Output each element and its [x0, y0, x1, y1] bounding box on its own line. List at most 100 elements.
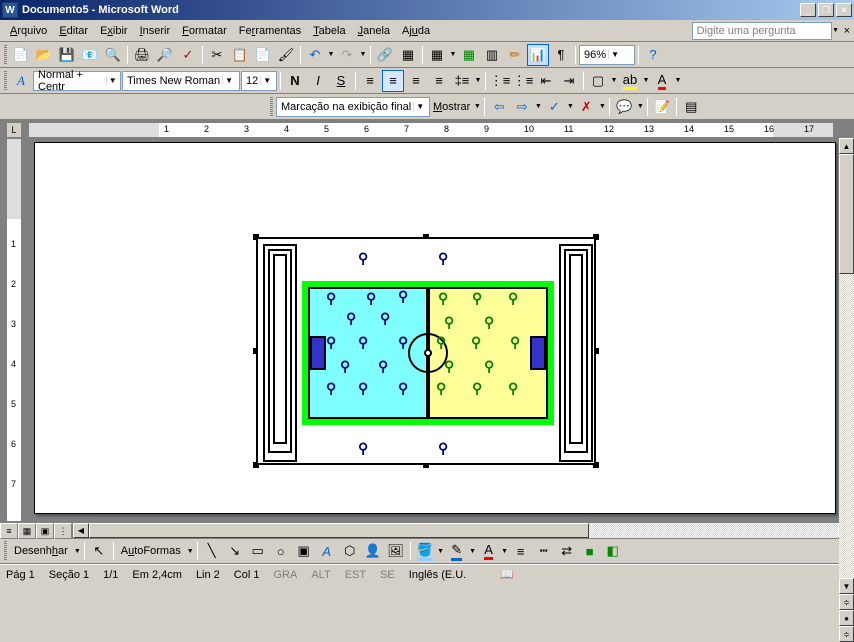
page[interactable]: ⚲⚲⚲⚲⚲⚲⚲⚲⚲⚲⚲⚲⚲⚲⚲⚲⚲⚲⚲⚲⚲⚲⚲⚲⚲⚲⚲⚲⚲⚲	[34, 142, 836, 514]
arrow-style-button[interactable]: ⇄	[556, 540, 578, 562]
line-color-dropdown[interactable]: ▼	[469, 540, 477, 562]
hscroll-thumb[interactable]	[89, 523, 589, 538]
italic-button[interactable]: I	[307, 70, 329, 92]
line-button[interactable]: ╲	[201, 540, 223, 562]
textbox-button[interactable]: ▣	[293, 540, 315, 562]
align-center-button[interactable]: ≡	[382, 70, 404, 92]
font-combo[interactable]: Times New Roman▼	[122, 71, 240, 91]
rectangle-button[interactable]: ▭	[247, 540, 269, 562]
help-search-input[interactable]: Digite uma pergunta	[692, 22, 832, 40]
style-combo[interactable]: Normal + Centr▼	[33, 71, 121, 91]
line-color-button[interactable]: ✎	[446, 540, 468, 562]
next-page-button[interactable]: ≑	[839, 626, 854, 642]
paste-button[interactable]: 📄	[252, 44, 274, 66]
menu-tabela[interactable]: Tabela	[307, 23, 351, 39]
line-spacing-button[interactable]: ‡≡	[451, 70, 473, 92]
display-review-combo[interactable]: Marcação na exibição final▼	[276, 97, 430, 117]
browse-object-button[interactable]: ●	[839, 610, 854, 626]
size-combo[interactable]: 12▼	[241, 71, 277, 91]
wordart-button[interactable]: A	[316, 540, 338, 562]
align-right-button[interactable]: ≡	[405, 70, 427, 92]
web-view-button[interactable]: ▦	[18, 523, 36, 539]
arrow-button[interactable]: ↘	[224, 540, 246, 562]
scroll-track[interactable]	[839, 274, 854, 578]
undo-button[interactable]: ↶	[304, 44, 326, 66]
accept-dropdown[interactable]: ▼	[566, 96, 574, 118]
borders-dropdown[interactable]: ▼	[610, 70, 618, 92]
search-button[interactable]: 🔍	[102, 44, 124, 66]
line-spacing-dropdown[interactable]: ▼	[474, 70, 482, 92]
mostrar-label[interactable]: Mostrar	[431, 101, 472, 113]
insert-table-button[interactable]: ▦	[426, 44, 448, 66]
bold-button[interactable]: N	[284, 70, 306, 92]
maximize-button[interactable]: ❐	[818, 3, 834, 17]
menu-formatar[interactable]: Formatar	[176, 23, 233, 39]
save-button[interactable]: 💾	[56, 44, 78, 66]
highlight-button[interactable]: ab	[619, 70, 641, 92]
drawing-button[interactable]: ✏	[504, 44, 526, 66]
increase-indent-button[interactable]: ⇥	[558, 70, 580, 92]
oval-button[interactable]: ○	[270, 540, 292, 562]
align-left-button[interactable]: ≡	[359, 70, 381, 92]
prev-page-button[interactable]: ≑	[839, 594, 854, 610]
format-painter-button[interactable]: 🖌	[275, 44, 297, 66]
toolbar-grip[interactable]	[270, 97, 273, 117]
font-color-button-draw[interactable]: A	[478, 540, 500, 562]
numbering-button[interactable]: ⋮≡	[489, 70, 511, 92]
decrease-indent-button[interactable]: ⇤	[535, 70, 557, 92]
font-color-dropdown-draw[interactable]: ▼	[501, 540, 509, 562]
toolbar-grip[interactable]	[4, 71, 7, 91]
highlight-dropdown[interactable]: ▼	[642, 70, 650, 92]
drawing-canvas[interactable]: ⚲⚲⚲⚲⚲⚲⚲⚲⚲⚲⚲⚲⚲⚲⚲⚲⚲⚲⚲⚲⚲⚲⚲⚲⚲⚲⚲⚲⚲⚲	[256, 237, 596, 465]
scroll-down-button[interactable]: ▼	[839, 578, 854, 594]
comment-dropdown[interactable]: ▼	[636, 96, 644, 118]
styles-button[interactable]: A	[10, 70, 32, 92]
new-doc-button[interactable]: 📄	[10, 44, 32, 66]
close-button[interactable]: ✕	[836, 3, 852, 17]
font-color-button[interactable]: A	[651, 70, 673, 92]
vertical-scrollbar[interactable]: ▲ ▼ ≑ ● ≑	[838, 138, 854, 522]
tables-borders-button[interactable]: ▦	[397, 44, 419, 66]
help-dropdown[interactable]: ▼	[832, 20, 840, 42]
vertical-ruler[interactable]: 1234567	[4, 138, 26, 522]
clipart-button[interactable]: 👤	[362, 540, 384, 562]
menu-exibir[interactable]: Exibir	[94, 23, 134, 39]
menu-ajuda[interactable]: Ajuda	[396, 23, 436, 39]
excel-button[interactable]: ▦	[458, 44, 480, 66]
insert-table-dropdown[interactable]: ▼	[449, 44, 457, 66]
prev-change-button[interactable]: ⇦	[488, 96, 510, 118]
borders-button[interactable]: ▢	[587, 70, 609, 92]
next-dropdown[interactable]: ▼	[534, 96, 542, 118]
cut-button[interactable]: ✂	[206, 44, 228, 66]
scroll-left-button[interactable]: ◀	[73, 523, 89, 538]
redo-dropdown[interactable]: ▼	[359, 44, 367, 66]
picture-button[interactable]: 🖼	[385, 540, 407, 562]
menu-inserir[interactable]: Inserir	[134, 23, 177, 39]
redo-button[interactable]: ↷	[336, 44, 358, 66]
font-color-dropdown[interactable]: ▼	[674, 70, 682, 92]
new-comment-button[interactable]: 💬	[613, 96, 635, 118]
menu-janela[interactable]: Janela	[352, 23, 396, 39]
select-objects-button[interactable]: ↖	[88, 540, 110, 562]
dash-style-button[interactable]: ┅	[533, 540, 555, 562]
line-style-button[interactable]: ≡	[510, 540, 532, 562]
undo-dropdown[interactable]: ▼	[327, 44, 335, 66]
spellcheck-button[interactable]: ✓	[177, 44, 199, 66]
outline-view-button[interactable]: ⋮	[54, 523, 72, 539]
help-button[interactable]: ?	[642, 44, 664, 66]
menu-arquivo[interactable]: Arquivo	[4, 23, 53, 39]
accept-change-button[interactable]: ✓	[543, 96, 565, 118]
columns-button[interactable]: ▥	[481, 44, 503, 66]
fill-color-button[interactable]: 🪣	[414, 540, 436, 562]
3d-button[interactable]: ◧	[602, 540, 624, 562]
email-button[interactable]: 📧	[79, 44, 101, 66]
horizontal-ruler[interactable]: 1234567891011121314151617	[28, 122, 834, 138]
hyperlink-button[interactable]: 🔗	[374, 44, 396, 66]
show-hide-button[interactable]: ¶	[550, 44, 572, 66]
scroll-thumb[interactable]	[839, 154, 854, 274]
doc-close-button[interactable]: ×	[844, 25, 850, 37]
reviewing-pane-button[interactable]: ▤	[680, 96, 702, 118]
mostrar-dropdown[interactable]: ▼	[473, 96, 481, 118]
desenhar-menu[interactable]: Desenhhar	[10, 545, 72, 557]
zoom-combo[interactable]: 96%▼	[579, 45, 635, 65]
